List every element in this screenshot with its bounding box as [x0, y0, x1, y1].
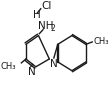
Text: Cl: Cl — [41, 1, 52, 11]
Text: NH: NH — [38, 21, 54, 31]
Text: N: N — [28, 67, 36, 77]
Text: CH₃: CH₃ — [0, 62, 16, 71]
Text: H: H — [33, 10, 41, 20]
Text: CH₃: CH₃ — [93, 37, 109, 46]
Text: 2: 2 — [51, 24, 55, 33]
Text: N: N — [50, 59, 58, 69]
